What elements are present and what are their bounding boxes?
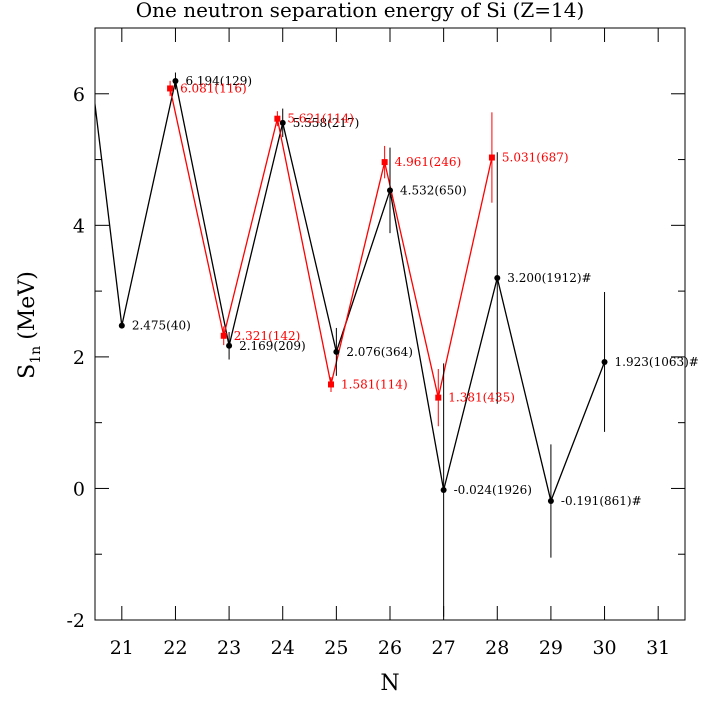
- data-point-square: [488, 154, 495, 161]
- data-point-square: [274, 115, 281, 122]
- data-label: 1.381(435): [448, 391, 515, 405]
- x-tick-label: 26: [378, 637, 402, 659]
- data-labels: 2.475(40) 6.194(129) 2.169(209) 5.558(217) 2…: [132, 74, 699, 508]
- data-label: 5.621(114): [287, 112, 354, 126]
- data-point-circle: [440, 487, 447, 494]
- y-tick-label: 4: [73, 215, 85, 237]
- data-point-circle: [333, 348, 340, 355]
- data-point-circle: [118, 322, 125, 329]
- x-tick-label: 28: [485, 637, 509, 659]
- data-label: 3.200(1912)#: [507, 271, 591, 285]
- data-label: 1.581(114): [341, 377, 408, 391]
- data-label: 2.321(142): [234, 329, 301, 343]
- data-point-circle: [226, 342, 233, 349]
- x-tick-label: 30: [592, 637, 616, 659]
- x-tick-label: 29: [539, 637, 563, 659]
- data-point-circle: [387, 187, 393, 194]
- data-label: 4.961(246): [395, 155, 462, 169]
- data-point-square: [435, 394, 442, 401]
- data-label: 6.194(129): [185, 74, 252, 88]
- data-label: 2.475(40): [132, 319, 191, 333]
- y-tick-label: 0: [73, 478, 85, 500]
- data-label: 2.076(364): [346, 345, 413, 359]
- data-point-square: [381, 159, 388, 166]
- x-tick-label: 31: [646, 637, 670, 659]
- data-label: 5.031(687): [502, 151, 569, 165]
- series-line-red: [169, 88, 493, 398]
- y-tick-label: 2: [73, 347, 85, 369]
- x-tick-label: 25: [324, 637, 348, 659]
- x-tick-label: 21: [110, 637, 134, 659]
- y-tick-label: -2: [66, 610, 85, 632]
- series-lines: [95, 80, 606, 504]
- markers: [118, 78, 608, 505]
- data-point-circle: [601, 358, 608, 365]
- data-label: 5.558(217): [293, 116, 360, 130]
- data-point-circle: [172, 78, 179, 85]
- data-point-circle: [547, 498, 554, 505]
- data-label: 4.532(650): [400, 183, 467, 197]
- data-label: -0.191(861)#: [561, 494, 642, 508]
- series-line-black: [95, 80, 606, 504]
- svg-text:S1n(MeV): S1n (MeV): [15, 271, 44, 379]
- y-tick-label: 6: [73, 84, 85, 106]
- data-point-square: [167, 85, 174, 92]
- y-axis-label-sub: 1n: [28, 346, 44, 364]
- data-point-square: [220, 332, 227, 339]
- data-point-square: [328, 381, 334, 388]
- data-label: 6.081(116): [180, 81, 247, 95]
- data-point-circle: [279, 119, 286, 126]
- x-tick-label: 24: [271, 637, 295, 659]
- chart-title: One neutron separation energy of Si (Z=1…: [136, 0, 585, 22]
- x-tick-label: 22: [163, 637, 187, 659]
- data-label: 2.169(209): [239, 339, 306, 353]
- x-axis-label: N: [380, 671, 399, 696]
- y-axis-label: S1n (MeV): [15, 271, 44, 379]
- x-tick-label: 23: [217, 637, 241, 659]
- y-axis-label-main: S: [15, 364, 40, 379]
- x-tick-label: 27: [432, 637, 456, 659]
- data-label: -0.024(1926): [454, 483, 532, 497]
- data-label: 1.923(1063)#: [615, 355, 699, 369]
- data-point-circle: [494, 274, 501, 281]
- y-axis-label-unit: (MeV): [15, 271, 40, 340]
